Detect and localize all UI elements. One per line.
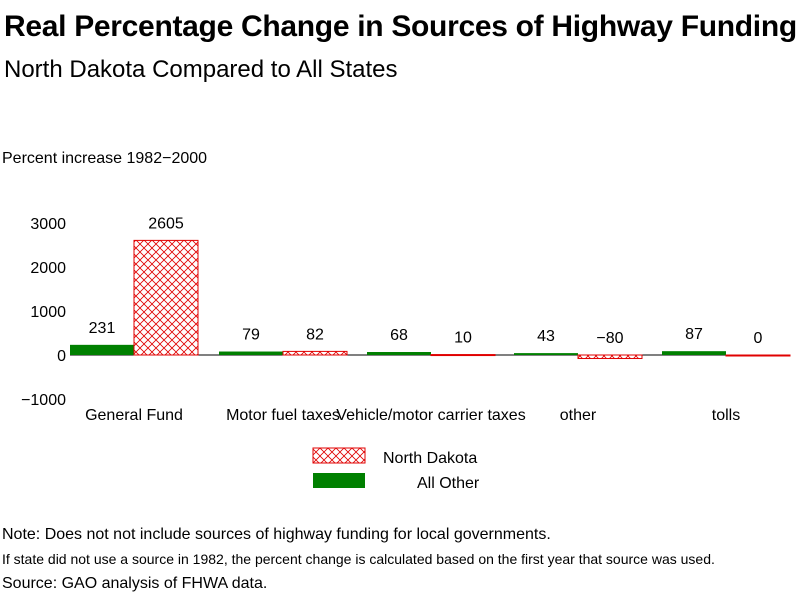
x-category-label: General Fund [85, 407, 183, 424]
bar-all-other [70, 344, 134, 355]
bar-north-dakota [430, 354, 496, 357]
bar-all-other [219, 351, 283, 355]
data-label-north-dakota: 2605 [148, 215, 184, 232]
y-tick-label: 0 [57, 348, 66, 365]
chart-title: Real Percentage Change in Sources of Hig… [4, 10, 797, 43]
y-tick-label: 2000 [30, 260, 66, 277]
footnote-method: If state did not use a source in 1982, t… [2, 551, 715, 567]
x-category-label: Vehicle/motor carrier taxes [336, 407, 525, 424]
data-label-north-dakota: 0 [754, 330, 763, 347]
y-tick-label: −1000 [21, 392, 66, 409]
chart-subtitle: North Dakota Compared to All States [4, 56, 398, 83]
x-category-label: Motor fuel taxes [226, 407, 340, 424]
bar-all-other [514, 353, 578, 355]
data-label-north-dakota: 10 [454, 330, 472, 347]
bar-all-other [367, 352, 431, 355]
bar-north-dakota [133, 239, 199, 356]
x-category-label: tolls [712, 407, 740, 424]
footnote: Note: Does not not include sources of hi… [2, 526, 551, 543]
legend-swatch-north-dakota [312, 447, 366, 464]
legend-label-north-dakota: North Dakota [383, 450, 477, 467]
data-label-all-other: 231 [89, 320, 116, 337]
data-label-all-other: 68 [390, 327, 408, 344]
bar-north-dakota [577, 354, 643, 360]
data-label-all-other: 79 [242, 327, 260, 344]
legend-swatch-all-other [313, 473, 365, 488]
y-tick-label: 1000 [30, 304, 66, 321]
data-label-all-other: 87 [685, 326, 703, 343]
data-label-north-dakota: 82 [306, 326, 324, 343]
y-tick-label: 3000 [30, 216, 66, 233]
bar-north-dakota [282, 350, 348, 356]
y-axis-label: Percent increase 1982−2000 [2, 150, 208, 167]
x-category-label: other [560, 407, 597, 424]
bar-all-other [662, 351, 726, 355]
data-label-north-dakota: −80 [596, 330, 623, 347]
legend-label-all-other: All Other [417, 475, 480, 492]
source-note: Source: GAO analysis of FHWA data. [2, 575, 268, 592]
bar-north-dakota [725, 354, 791, 357]
data-label-all-other: 43 [537, 328, 555, 345]
